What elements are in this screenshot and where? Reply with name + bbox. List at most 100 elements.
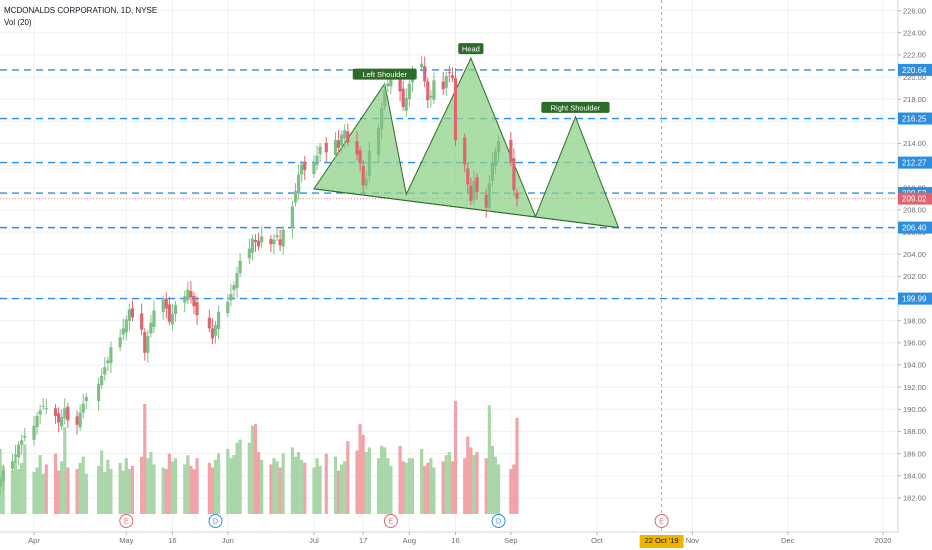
volume-bar bbox=[300, 459, 304, 514]
candle-body bbox=[303, 161, 307, 171]
candle-body bbox=[358, 150, 362, 164]
pattern-label-badge[interactable] bbox=[352, 68, 417, 80]
volume-bar bbox=[450, 461, 455, 514]
pattern-label-text: Head bbox=[462, 45, 480, 54]
candle-body bbox=[512, 158, 516, 190]
level-price-badge[interactable] bbox=[898, 221, 932, 234]
candle-body bbox=[318, 146, 322, 155]
candle-body bbox=[210, 328, 215, 339]
volume-bar bbox=[75, 469, 79, 514]
last-price-badge[interactable] bbox=[898, 192, 932, 205]
volume-bar bbox=[324, 453, 328, 514]
time-axis[interactable]: Apr May 16 Jun Jul 17 Aug 16 Sep Oct Nov Dec 2020 22 … bbox=[0, 531, 898, 548]
candle-body bbox=[275, 235, 279, 238]
level-price-badge[interactable] bbox=[898, 112, 932, 125]
volume-bar bbox=[35, 467, 39, 514]
volume-bar bbox=[367, 447, 371, 514]
volume-bar bbox=[272, 458, 276, 514]
candle-body bbox=[300, 164, 304, 175]
price-tick-label: 204.00 bbox=[903, 250, 926, 259]
volume-bar bbox=[404, 462, 408, 514]
candle-body bbox=[189, 290, 193, 298]
candle-body bbox=[109, 347, 113, 364]
price-axis[interactable]: 226.00224.00222.00220.00218.00216.00214.… bbox=[897, 0, 932, 532]
volume-bar bbox=[100, 450, 104, 514]
volume-bar bbox=[173, 458, 178, 514]
candle-body bbox=[290, 206, 295, 229]
time-tick-label: Jul bbox=[309, 536, 319, 545]
volume-bar bbox=[278, 467, 282, 514]
volume-bar bbox=[386, 458, 390, 514]
volume-bar bbox=[41, 473, 45, 514]
price-tick-label: 220.00 bbox=[903, 73, 926, 82]
candle-body bbox=[238, 260, 242, 274]
volume-bar bbox=[487, 405, 491, 514]
volume-bar bbox=[229, 458, 233, 514]
time-tick-label: 2020 bbox=[875, 536, 892, 545]
candle-body bbox=[235, 273, 239, 288]
price-tick-label: 196.00 bbox=[903, 339, 926, 348]
volume-bar bbox=[420, 448, 424, 514]
level-price-label: 212.27 bbox=[902, 159, 927, 168]
candle-body bbox=[389, 74, 393, 87]
candle-body bbox=[324, 142, 328, 153]
dividend-marker[interactable] bbox=[208, 514, 223, 528]
pattern-label-text: Right Shoulder bbox=[551, 103, 601, 112]
earnings-marker[interactable] bbox=[383, 514, 398, 528]
candle-body bbox=[463, 137, 467, 165]
price-tick-label: 208.00 bbox=[903, 206, 926, 215]
time-tick-label: Nov bbox=[686, 536, 700, 545]
candle-body bbox=[444, 75, 448, 88]
candle-body bbox=[57, 413, 61, 423]
candle-body bbox=[121, 328, 125, 335]
level-price-badge[interactable] bbox=[898, 156, 932, 169]
candle-body bbox=[124, 319, 128, 333]
time-tick-label: Jun bbox=[222, 536, 234, 545]
volume-bar bbox=[152, 464, 156, 514]
volume-bar bbox=[146, 458, 150, 514]
volume-bar bbox=[346, 441, 350, 514]
level-price-label: 199.99 bbox=[902, 295, 927, 304]
pattern-label-badge[interactable] bbox=[458, 43, 484, 55]
volume-bar bbox=[121, 470, 125, 514]
candle-body bbox=[281, 229, 285, 247]
candle-body bbox=[140, 313, 144, 330]
candle-body bbox=[149, 322, 153, 334]
candle-body bbox=[84, 397, 88, 402]
price-tick-label: 188.00 bbox=[903, 427, 926, 436]
price-tick-label: 218.00 bbox=[903, 95, 926, 104]
dividend-marker-glyph: D bbox=[496, 519, 501, 526]
candle-body bbox=[146, 336, 150, 353]
volume-bar bbox=[401, 461, 405, 514]
dividend-marker[interactable] bbox=[491, 514, 506, 528]
pattern-label-text: Left Shoulder bbox=[362, 70, 407, 79]
candle-body bbox=[118, 337, 122, 348]
time-tick-label: Aug bbox=[403, 536, 416, 545]
volume-bar bbox=[398, 445, 402, 514]
date-marker-badge[interactable] bbox=[639, 535, 684, 548]
volume-bar bbox=[336, 470, 341, 514]
candle-body bbox=[453, 78, 458, 141]
earnings-marker[interactable] bbox=[119, 514, 134, 528]
pattern-label-badge[interactable] bbox=[541, 101, 610, 113]
volume-bar bbox=[161, 467, 165, 514]
volume-bar bbox=[189, 465, 193, 514]
earnings-marker[interactable] bbox=[654, 514, 669, 528]
candle-body bbox=[296, 174, 301, 194]
candle-body bbox=[143, 332, 147, 353]
price-tick-label: 224.00 bbox=[903, 28, 926, 37]
time-tick-label: Dec bbox=[781, 536, 795, 545]
volume-bar bbox=[143, 403, 147, 514]
price-tick-label: 190.00 bbox=[903, 405, 926, 414]
volume-bar bbox=[469, 447, 473, 514]
candle-body bbox=[343, 130, 347, 139]
volume-bar bbox=[13, 458, 18, 514]
time-tick-label: 16 bbox=[451, 536, 459, 545]
volume-indicator-label[interactable]: Vol (20) bbox=[4, 18, 32, 27]
earnings-marker-glyph: E bbox=[659, 519, 664, 526]
level-price-badge[interactable] bbox=[898, 63, 932, 76]
level-price-badge[interactable] bbox=[898, 292, 932, 305]
volume-bar bbox=[17, 469, 21, 514]
